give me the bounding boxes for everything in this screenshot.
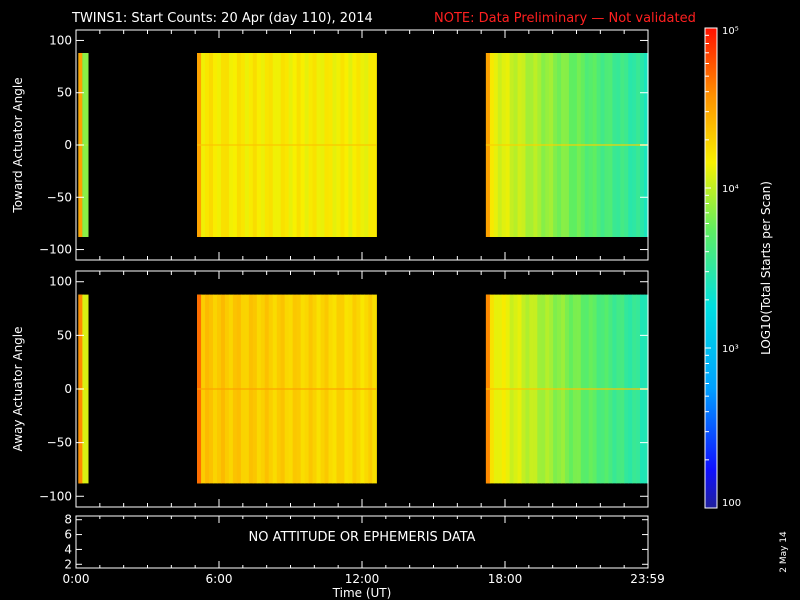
ephemeris-panel-frame (75, 515, 649, 569)
away-ylabel: Away Actuator Angle (11, 326, 25, 451)
y-tick-label: 100 (49, 33, 72, 47)
x-axis: 0:00 6:00 12:00 18:00 23:59 (63, 572, 665, 586)
colorbar-tick-label: 100 (722, 498, 741, 509)
y-tick-label: 50 (57, 86, 72, 100)
colorbar-ticks: 100 10³ 10⁴ 10⁵ (705, 26, 741, 509)
x-axis-label: Time (UT) (332, 586, 392, 600)
eph-y-tick-label: 4 (64, 542, 72, 556)
x-tick-label: 18:00 (488, 572, 523, 586)
preliminary-note: NOTE: Data Preliminary — Not validated (434, 11, 696, 26)
y-tick-label: −100 (39, 243, 72, 257)
y-tick-label: −50 (47, 436, 72, 450)
figure-title: TWINS1: Start Counts: 20 Apr (day 110), … (71, 11, 373, 26)
away-panel-frame (75, 270, 649, 508)
colorbar-tick-label: 10⁴ (722, 184, 739, 195)
x-tick-label: 23:59 (630, 572, 665, 586)
toward-heatmap-panel: 100 50 0 −50 −100 (39, 30, 649, 260)
zero-angle-band (485, 144, 648, 146)
eph-y-tick-label: 2 (64, 557, 72, 571)
eph-y-tick-label: 6 (64, 528, 72, 542)
zero-angle-band (197, 388, 377, 390)
eph-y-tick-label: 8 (64, 513, 72, 527)
toward-ylabel: Toward Actuator Angle (11, 77, 25, 213)
toward-panel-frame (75, 29, 649, 261)
x-tick-label: 0:00 (63, 572, 90, 586)
x-tick-label: 12:00 (345, 572, 380, 586)
y-tick-label: −100 (39, 489, 72, 503)
away-heatmap-panel: 100 50 0 −50 −100 (39, 271, 649, 507)
x-tick-label: 6:00 (206, 572, 233, 586)
colorbar (704, 27, 718, 509)
y-tick-label: −50 (47, 190, 72, 204)
zero-angle-band (485, 388, 648, 390)
y-tick-label: 0 (64, 138, 72, 152)
date-stamp: 2 May 14 (779, 531, 789, 573)
colorbar-label: LOG10(Total Starts per Scan) (759, 181, 773, 355)
y-tick-label: 50 (57, 328, 72, 342)
y-tick-label: 100 (49, 275, 72, 289)
zero-angle-band (197, 144, 377, 146)
colorbar-tick-label: 10³ (722, 344, 739, 355)
no-data-message: NO ATTITUDE OR EPHEMERIS DATA (249, 530, 476, 545)
colorbar-tick-label: 10⁵ (722, 26, 739, 37)
y-tick-label: 0 (64, 382, 72, 396)
